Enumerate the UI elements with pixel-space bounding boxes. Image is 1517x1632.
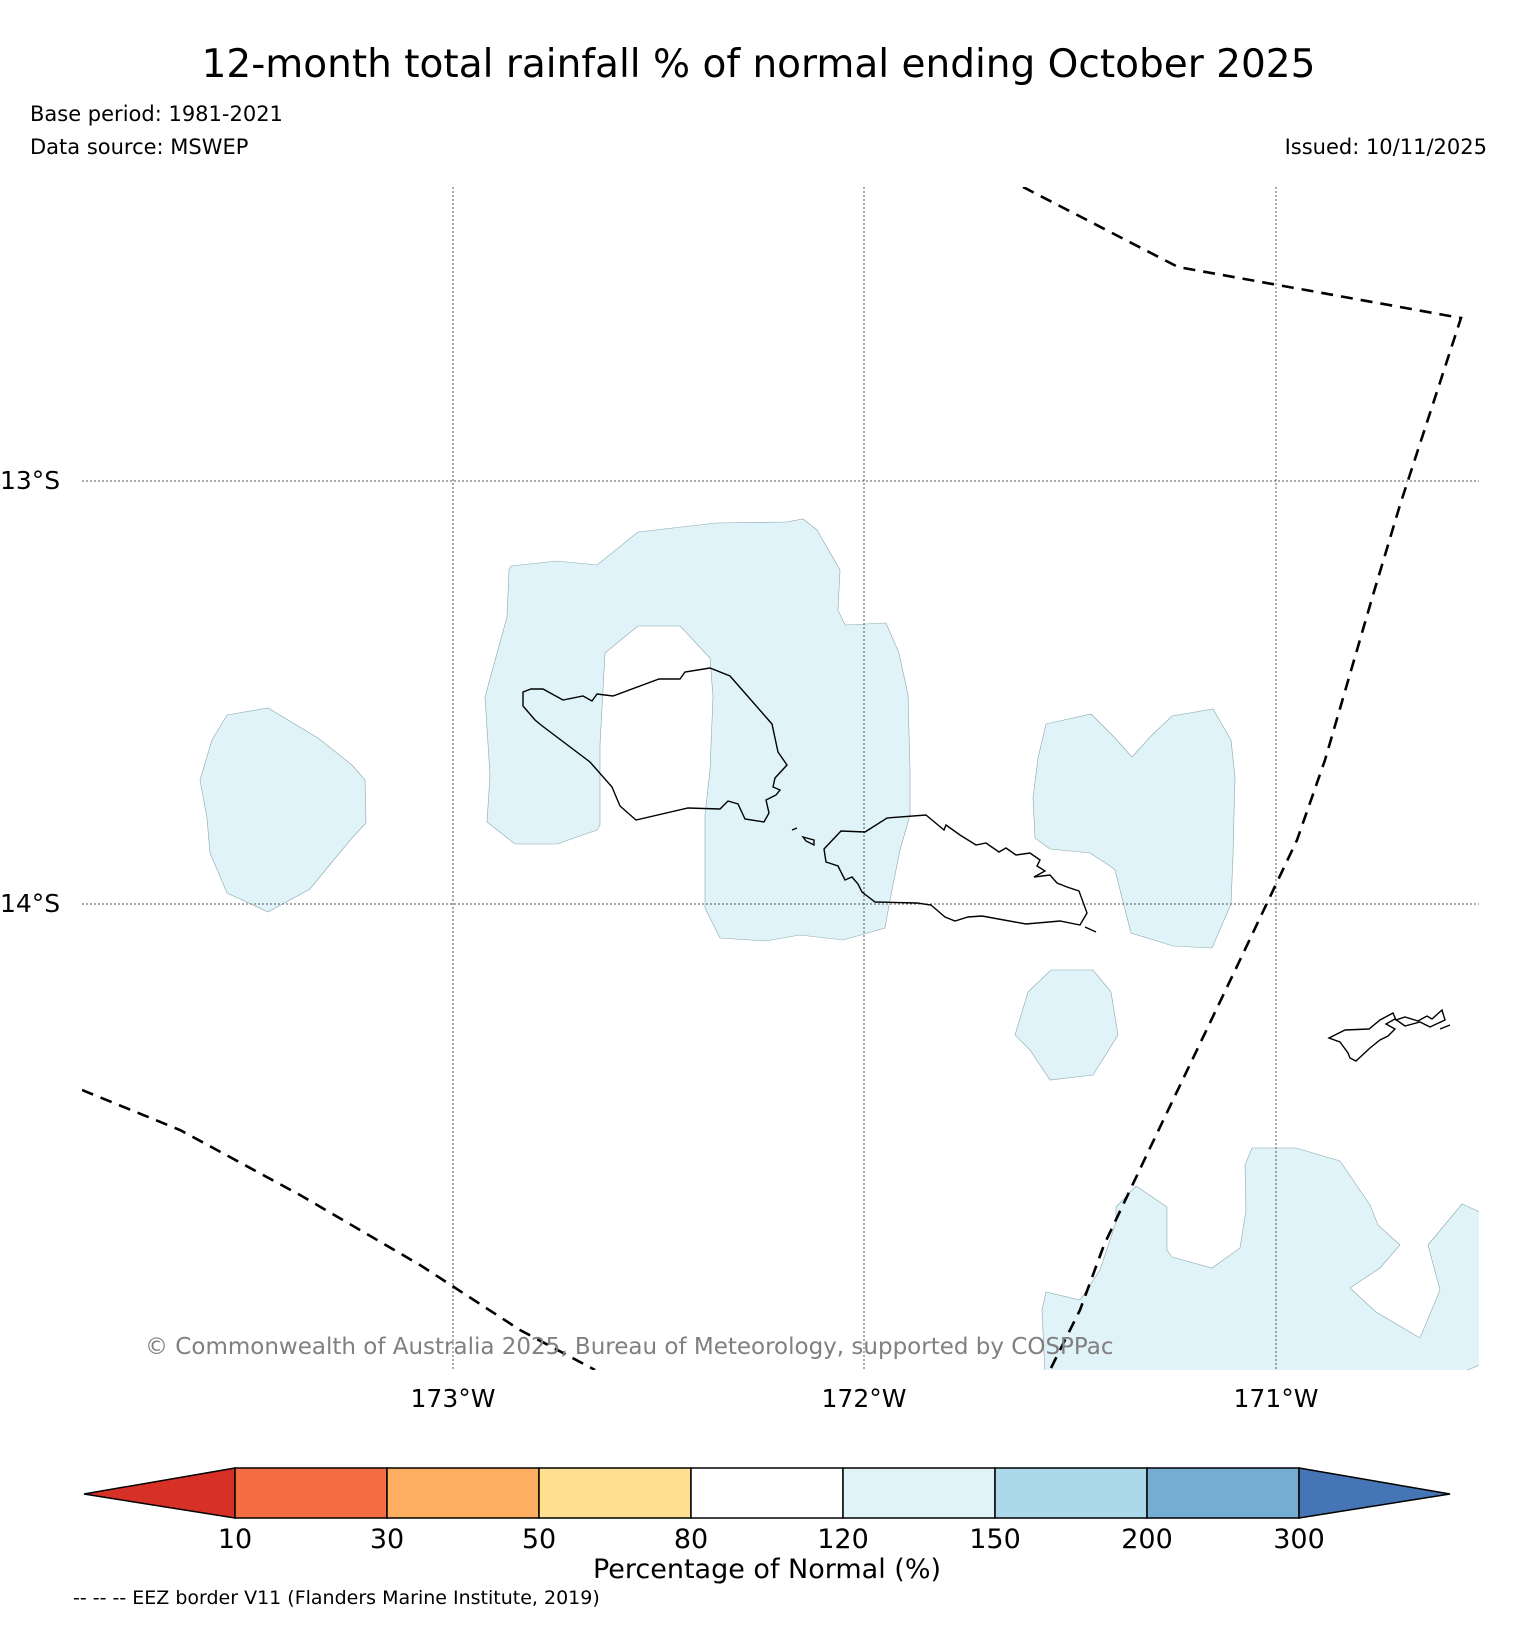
colorbar xyxy=(83,1467,1451,1519)
coastline-manono-apolima xyxy=(791,827,815,847)
rainfall-region-southeast xyxy=(1041,1147,1479,1370)
rainfall-region-south-islet xyxy=(1014,969,1119,1081)
colorbar-title: Percentage of Normal (%) xyxy=(593,1554,941,1585)
lon-label-172w: 172°W xyxy=(822,1384,907,1413)
eez-borders xyxy=(82,187,1463,1370)
colorbar-tick-30: 30 xyxy=(370,1524,404,1555)
copyright-notice: © Commonwealth of Australia 2025, Bureau… xyxy=(145,1334,1114,1360)
eez-border-north xyxy=(1022,187,1463,1370)
lat-label-13s: 13°S xyxy=(0,466,60,495)
colorbar-segment-10-30 xyxy=(234,1467,388,1519)
coastline-savaii xyxy=(522,667,788,823)
map-title: 12-month total rainfall % of normal endi… xyxy=(201,42,1316,87)
gridlines xyxy=(82,187,1479,1370)
colorbar-tick-80: 80 xyxy=(674,1524,708,1555)
colorbar-extend-low xyxy=(83,1467,236,1519)
issued-date: Issued: 10/11/2025 xyxy=(1284,135,1487,159)
coastlines xyxy=(522,667,1451,1062)
lon-label-171w: 171°W xyxy=(1234,1384,1319,1413)
colorbar-tick-200: 200 xyxy=(1121,1524,1173,1555)
data-source: Data source: MSWEP xyxy=(30,135,249,159)
colorbar-segment-30-50 xyxy=(386,1467,540,1519)
colorbar-segment-200-300 xyxy=(1146,1467,1300,1519)
colorbar-tick-150: 150 xyxy=(969,1524,1021,1555)
lon-label-173w: 173°W xyxy=(411,1384,496,1413)
rainfall-120-150-regions xyxy=(199,518,1479,1370)
eez-border-southwest xyxy=(82,1088,596,1370)
coastline-tutuila xyxy=(1327,1008,1451,1062)
eez-border-note: -- -- -- EEZ border V11 (Flanders Marine… xyxy=(73,1587,600,1609)
colorbar-tick-300: 300 xyxy=(1273,1524,1325,1555)
colorbar-ticks: 10 30 50 80 120 150 200 300 xyxy=(218,1524,1325,1555)
base-period: Base period: 1981-2021 xyxy=(30,102,283,126)
coastline-upolu xyxy=(823,814,1088,926)
rainfall-region-west xyxy=(199,707,367,913)
colorbar-tick-10: 10 xyxy=(218,1524,252,1555)
colorbar-segment-50-80 xyxy=(538,1467,692,1519)
rainfall-region-upolu xyxy=(484,518,911,942)
colorbar-tick-50: 50 xyxy=(522,1524,556,1555)
colorbar-segment-150-200 xyxy=(994,1467,1148,1519)
lat-label-14s: 14°S xyxy=(0,889,60,918)
colorbar-tick-120: 120 xyxy=(817,1524,869,1555)
rainfall-region-savaii-east xyxy=(1032,708,1236,949)
coastline-upolu-east-tip xyxy=(1084,926,1097,933)
colorbar-segment-120-150 xyxy=(842,1467,996,1519)
colorbar-segment-80-120 xyxy=(690,1467,844,1519)
colorbar-extend-high xyxy=(1298,1467,1451,1519)
